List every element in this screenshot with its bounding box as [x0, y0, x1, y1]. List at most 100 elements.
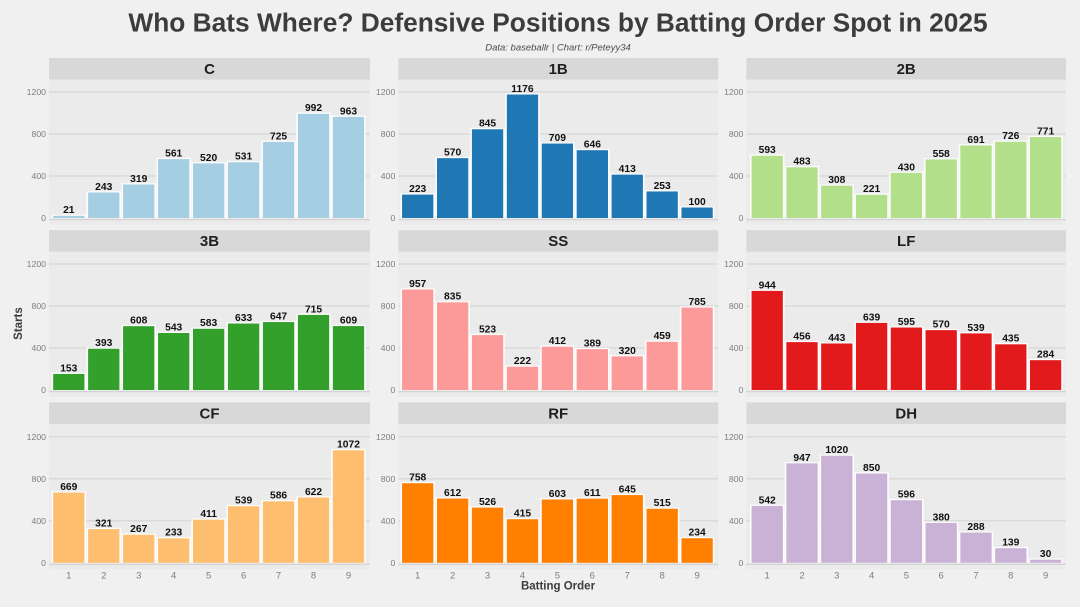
svg-text:7: 7	[276, 571, 281, 582]
svg-text:639: 639	[863, 312, 880, 323]
svg-text:669: 669	[60, 482, 77, 493]
svg-text:800: 800	[32, 129, 47, 139]
svg-text:1200: 1200	[27, 432, 46, 442]
svg-text:758: 758	[409, 473, 426, 484]
svg-text:SS: SS	[548, 233, 568, 250]
svg-text:4: 4	[171, 571, 176, 582]
svg-text:963: 963	[340, 106, 357, 117]
svg-text:C: C	[204, 61, 215, 78]
svg-text:CF: CF	[200, 405, 220, 422]
svg-text:3B: 3B	[200, 233, 219, 250]
svg-text:5: 5	[555, 571, 560, 582]
svg-text:4: 4	[520, 571, 525, 582]
svg-text:320: 320	[619, 346, 636, 357]
svg-text:430: 430	[898, 162, 915, 173]
svg-text:523: 523	[479, 324, 496, 335]
svg-text:400: 400	[32, 343, 47, 353]
svg-text:561: 561	[165, 149, 182, 160]
svg-text:709: 709	[549, 133, 566, 144]
svg-text:5: 5	[904, 571, 909, 582]
svg-text:435: 435	[1002, 334, 1019, 345]
svg-text:957: 957	[409, 279, 426, 290]
svg-text:321: 321	[95, 518, 112, 529]
svg-text:611: 611	[584, 488, 601, 499]
svg-text:8: 8	[1008, 571, 1013, 582]
svg-text:570: 570	[933, 320, 950, 331]
svg-text:947: 947	[793, 453, 810, 464]
svg-text:9: 9	[346, 571, 351, 582]
svg-text:2: 2	[450, 571, 455, 582]
svg-text:2: 2	[101, 571, 106, 582]
svg-text:Batting Order: Batting Order	[521, 581, 596, 593]
svg-text:691: 691	[967, 135, 984, 146]
svg-text:253: 253	[654, 181, 671, 192]
svg-text:Who Bats Where? Defensive Posi: Who Bats Where? Defensive Positions by B…	[128, 8, 987, 38]
svg-text:233: 233	[165, 528, 182, 539]
svg-text:234: 234	[689, 528, 706, 539]
svg-text:8: 8	[660, 571, 665, 582]
svg-text:0: 0	[390, 385, 395, 395]
svg-text:1020: 1020	[825, 445, 848, 456]
svg-text:1200: 1200	[376, 259, 395, 269]
svg-text:800: 800	[381, 129, 396, 139]
svg-text:284: 284	[1037, 350, 1054, 361]
svg-text:608: 608	[130, 316, 147, 327]
svg-text:0: 0	[739, 558, 744, 568]
svg-text:542: 542	[759, 495, 776, 506]
svg-text:800: 800	[729, 474, 744, 484]
svg-text:400: 400	[729, 516, 744, 526]
svg-text:609: 609	[340, 315, 357, 326]
svg-text:6: 6	[590, 571, 595, 582]
svg-text:725: 725	[270, 131, 287, 142]
svg-text:593: 593	[759, 145, 776, 156]
svg-text:4: 4	[869, 571, 874, 582]
svg-text:400: 400	[381, 516, 396, 526]
svg-text:543: 543	[165, 322, 182, 333]
svg-text:944: 944	[759, 280, 776, 291]
svg-text:319: 319	[130, 174, 147, 185]
svg-text:Data: baseballr | Chart: r/Pet: Data: baseballr | Chart: r/Peteyy34	[485, 43, 631, 54]
svg-text:400: 400	[381, 171, 396, 181]
svg-text:411: 411	[200, 509, 217, 520]
svg-text:6: 6	[241, 571, 246, 582]
svg-text:243: 243	[95, 182, 112, 193]
svg-text:800: 800	[381, 301, 396, 311]
svg-text:1B: 1B	[549, 61, 568, 78]
svg-text:596: 596	[898, 490, 915, 501]
svg-text:0: 0	[41, 385, 46, 395]
svg-text:800: 800	[32, 474, 47, 484]
svg-text:483: 483	[793, 157, 810, 168]
svg-text:9: 9	[694, 571, 699, 582]
svg-text:726: 726	[1002, 131, 1019, 142]
svg-text:1200: 1200	[27, 259, 46, 269]
svg-text:LF: LF	[897, 233, 915, 250]
svg-text:1: 1	[66, 571, 71, 582]
svg-text:1: 1	[415, 571, 420, 582]
svg-text:308: 308	[828, 175, 845, 186]
svg-text:992: 992	[305, 103, 322, 114]
svg-text:153: 153	[60, 363, 77, 374]
svg-text:DH: DH	[895, 405, 917, 422]
svg-text:RF: RF	[548, 405, 568, 422]
svg-text:0: 0	[41, 558, 46, 568]
svg-text:400: 400	[32, 171, 47, 181]
svg-text:0: 0	[739, 385, 744, 395]
svg-text:800: 800	[32, 301, 47, 311]
svg-text:8: 8	[311, 571, 316, 582]
svg-text:267: 267	[130, 524, 147, 535]
svg-text:586: 586	[270, 491, 287, 502]
svg-text:400: 400	[729, 343, 744, 353]
svg-text:400: 400	[729, 171, 744, 181]
svg-text:583: 583	[200, 318, 217, 329]
svg-text:100: 100	[689, 197, 706, 208]
svg-text:539: 539	[967, 323, 984, 334]
svg-text:845: 845	[479, 119, 496, 130]
svg-text:3: 3	[485, 571, 490, 582]
svg-text:222: 222	[514, 356, 531, 367]
svg-text:771: 771	[1037, 126, 1054, 137]
svg-text:850: 850	[863, 463, 880, 474]
svg-text:622: 622	[305, 487, 322, 498]
svg-text:531: 531	[235, 152, 252, 163]
svg-text:633: 633	[235, 313, 252, 324]
svg-text:0: 0	[41, 213, 46, 223]
